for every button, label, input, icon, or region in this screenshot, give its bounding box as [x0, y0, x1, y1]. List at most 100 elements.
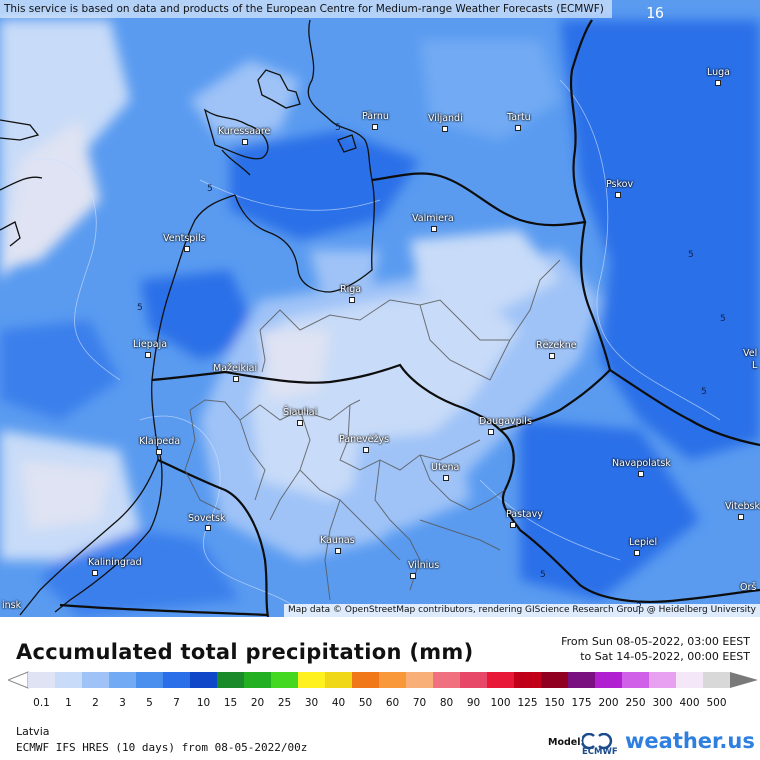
ecmwf-logo-icon — [582, 733, 613, 750]
city-label: Lepiel — [629, 537, 657, 556]
city-label: Kuressaare — [218, 126, 270, 145]
scale-label: 2 — [92, 697, 99, 709]
city-label: Šiauliai — [283, 407, 317, 426]
ecmwf-attribution: This service is based on data and produc… — [0, 0, 612, 18]
city-label: Riga — [340, 284, 361, 303]
scale-swatch — [703, 672, 731, 688]
isoline-label: 5 — [636, 600, 642, 610]
precipitation-map[interactable]: This service is based on data and produc… — [0, 0, 760, 617]
time-badge: 16 — [646, 4, 665, 22]
isoline-label: 5 — [720, 314, 726, 324]
scale-label: 125 — [517, 697, 538, 709]
model-label: Model: — [548, 737, 585, 748]
scale-label: 15 — [223, 697, 238, 709]
city-label: Mažeikiai — [213, 363, 257, 382]
scale-swatch — [82, 672, 110, 688]
scale-swatch — [460, 672, 488, 688]
scale-swatch — [379, 672, 407, 688]
city-label: Pastavy — [506, 509, 543, 528]
scale-swatch — [190, 672, 218, 688]
city-label: Luga — [707, 67, 730, 86]
scale-label: 200 — [598, 697, 619, 709]
legend-title: Accumulated total precipitation (mm) — [16, 640, 474, 664]
scale-label: 300 — [652, 697, 673, 709]
scale-label: 7 — [173, 697, 180, 709]
city-label: Daugavpils — [479, 416, 532, 435]
scale-swatch — [406, 672, 434, 688]
scale-label: 3 — [119, 697, 126, 709]
period-to: to Sat 14-05-2022, 00:00 EEST — [580, 650, 750, 663]
scale-swatch — [136, 672, 164, 688]
city-label: Orš — [740, 582, 757, 593]
scale-label: 80 — [439, 697, 454, 709]
scale-arrow-left — [8, 671, 29, 689]
isoline-label: 5 — [207, 184, 213, 194]
region-borders — [184, 259, 561, 601]
brand-logo[interactable]: weather.us — [625, 729, 755, 753]
scale-label: 25 — [277, 697, 292, 709]
brand-text: weather.us — [625, 729, 755, 753]
city-label: Navapolatsk — [612, 458, 671, 477]
scale-swatch — [568, 672, 596, 688]
scale-swatch — [676, 672, 704, 688]
isolines — [29, 79, 721, 611]
scale-swatch — [298, 672, 326, 688]
scale-labels: 0.1 1 2 3 5 7 10 15 20 25 30 40 50 60 70 80 90 100 125 150 1… — [0, 697, 760, 711]
city-label: Vitebsk — [725, 501, 760, 520]
scale-swatch — [271, 672, 299, 688]
city-label: Viljandi — [428, 113, 463, 132]
scale-label: 30 — [304, 697, 319, 709]
scale-swatch — [163, 672, 191, 688]
scale-label: 40 — [331, 697, 346, 709]
city-label: L — [752, 360, 758, 371]
scale-label: 50 — [358, 697, 373, 709]
city-label: Kaliningrad — [88, 557, 142, 576]
city-label: Ventspils — [163, 233, 206, 252]
scale-swatch — [28, 672, 56, 688]
city-label: Utena — [431, 462, 459, 481]
city-label: Klaipeda — [139, 436, 180, 455]
scale-label: 90 — [466, 697, 481, 709]
city-label: Valmiera — [412, 213, 454, 232]
scale-label: 400 — [679, 697, 700, 709]
scale-swatch — [433, 672, 461, 688]
scale-swatch — [622, 672, 650, 688]
map-canvas — [0, 19, 760, 617]
ecmwf-name: ECMWF — [582, 747, 618, 757]
city-label: Vel — [743, 348, 758, 359]
region-name: Latvia — [16, 725, 50, 738]
scale-label: 500 — [706, 697, 727, 709]
scale-swatch — [514, 672, 542, 688]
scale-arrow-right — [730, 672, 758, 688]
scale-label: 5 — [146, 697, 153, 709]
scale-label: 150 — [544, 697, 565, 709]
isoline-label: 5 — [701, 387, 707, 397]
osm-attribution: Map data © OpenStreetMap contributors, r… — [284, 604, 760, 617]
isoline-label: 5 — [137, 303, 143, 313]
scale-swatch — [325, 672, 353, 688]
scale-label: 100 — [490, 697, 511, 709]
city-label: Vilnius — [408, 560, 439, 579]
model-run: ECMWF IFS HRES (10 days) from 08-05-2022… — [16, 741, 308, 754]
city-label: Pärnu — [362, 111, 389, 130]
precip-field — [0, 20, 760, 617]
city-label: Tartu — [507, 112, 531, 131]
scale-swatch — [352, 672, 380, 688]
scale-label: 10 — [196, 697, 211, 709]
scale-swatch — [487, 672, 515, 688]
scale-label: 70 — [412, 697, 427, 709]
isoline-label: 5 — [335, 123, 341, 133]
city-label: Panevėžys — [339, 434, 389, 453]
coastline — [0, 19, 375, 616]
scale-label: 20 — [250, 697, 265, 709]
scale-label: 60 — [385, 697, 400, 709]
city-label: Rēzekne — [536, 340, 577, 359]
isoline-label: 5 — [540, 570, 546, 580]
isoline-label: 5 — [688, 250, 694, 260]
scale-swatch — [541, 672, 569, 688]
city-label: insk — [2, 600, 22, 611]
color-scale — [8, 671, 758, 689]
scale-label: 250 — [625, 697, 646, 709]
city-label: Liepaja — [133, 339, 167, 358]
scale-swatch — [595, 672, 623, 688]
